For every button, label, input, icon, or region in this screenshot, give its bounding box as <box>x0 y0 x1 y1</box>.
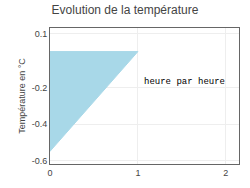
svg-text:2: 2 <box>223 168 228 178</box>
svg-text:-0.6: -0.6 <box>32 156 48 166</box>
svg-text:Température en °C: Température en °C <box>17 58 27 134</box>
svg-text:-0.2: -0.2 <box>32 83 48 93</box>
svg-text:Evolution de la température: Evolution de la température <box>52 3 199 17</box>
svg-text:-0.4: -0.4 <box>32 119 48 129</box>
svg-text:0.1: 0.1 <box>35 29 48 39</box>
svg-text:heure par heure: heure par heure <box>144 77 225 87</box>
svg-text:0: 0 <box>47 168 52 178</box>
svg-text:1: 1 <box>135 168 140 178</box>
